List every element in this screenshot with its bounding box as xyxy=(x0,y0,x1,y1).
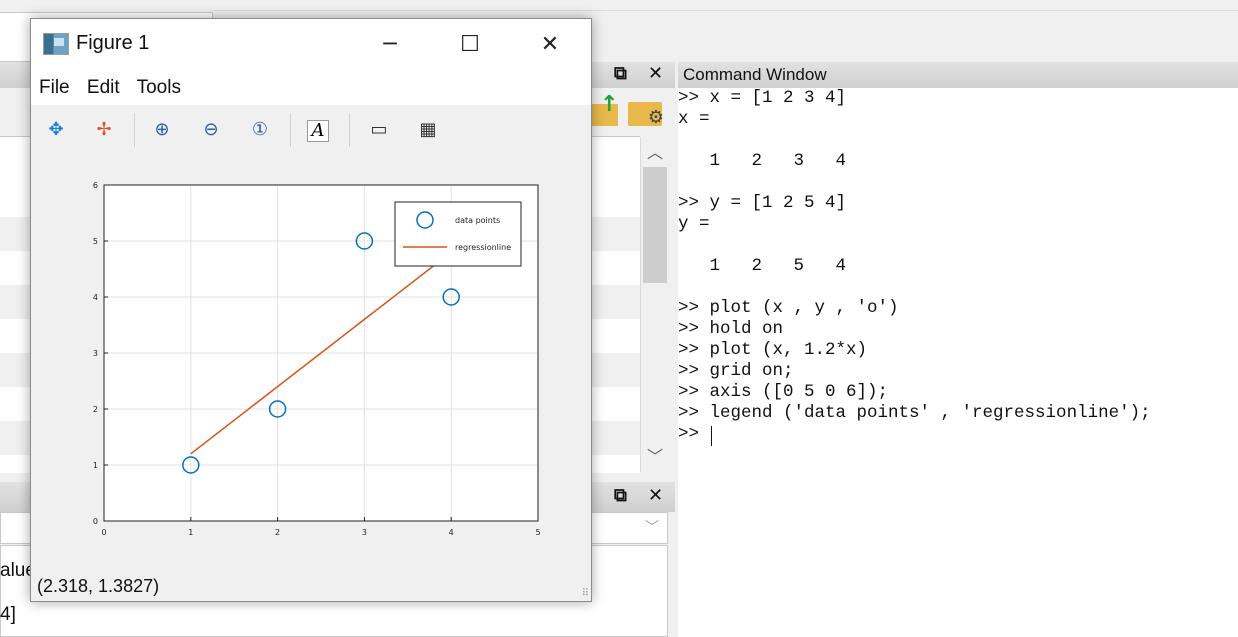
figure-title: Figure 1 xyxy=(76,32,150,54)
zoom-in-icon[interactable]: ⊕ xyxy=(154,119,170,140)
figure-menubar: File Edit Tools xyxy=(39,77,193,99)
file-list-scrollbar[interactable]: ︿ ﹀ xyxy=(640,137,669,472)
command-line: >> plot (x , y , 'o') xyxy=(678,298,899,318)
figure-canvas[interactable]: 0 1 2 3 4 5 0 1 2 3 4 5 6 data points regressionline xyxy=(31,153,591,565)
up-folder-icon[interactable]: ↑ xyxy=(592,92,620,128)
toggle-axes-icon[interactable]: ▭ xyxy=(370,119,388,140)
pan-icon[interactable]: ✥ xyxy=(48,119,64,140)
x-tick-label: 4 xyxy=(449,528,454,537)
menu-tools[interactable]: Tools xyxy=(136,77,181,98)
command-window[interactable]: >> x = [1 2 3 4] x = 1 2 3 4 >> y = [1 2 5… xyxy=(678,88,1238,637)
figure-window[interactable]: Figure 1 ─ ☐ ✕ File Edit Tools ✥ ✢ ⊕ ⊖ ①… xyxy=(30,18,592,602)
legend-label-regression: regressionline xyxy=(455,243,511,252)
command-line: >> xyxy=(678,424,710,444)
data-point xyxy=(442,288,460,306)
command-line: >> axis ([0 5 0 6]); xyxy=(678,382,889,402)
scroll-thumb[interactable] xyxy=(643,167,667,283)
command-line: x = xyxy=(678,109,710,129)
zoom-reset-icon[interactable]: ① xyxy=(251,119,269,140)
close-panel-icon[interactable]: ✕ xyxy=(648,63,664,84)
menu-edit[interactable]: Edit xyxy=(86,77,120,98)
workspace-undock-icon[interactable]: ⧉ xyxy=(614,485,627,506)
folder-settings-icon[interactable]: ⚙ xyxy=(628,96,664,128)
rotate-icon[interactable]: ✢ xyxy=(96,119,112,140)
workspace-value-header: alue xyxy=(0,560,36,581)
legend-label-points: data points xyxy=(455,216,500,225)
data-point xyxy=(182,456,200,474)
workspace-value-cell: 4] xyxy=(0,604,16,625)
command-line: >> legend ('data points' , 'regressionli… xyxy=(678,403,1151,423)
figure-toolbar: ✥ ✢ ⊕ ⊖ ① A ▭ ▦ xyxy=(31,105,591,153)
insert-text-icon[interactable]: A xyxy=(307,120,329,142)
axes-box xyxy=(103,184,539,522)
legend-box xyxy=(394,201,522,267)
command-line: >> plot (x, 1.2*x) xyxy=(678,340,868,360)
command-line: >> hold on xyxy=(678,319,784,339)
figure-app-icon xyxy=(43,33,69,55)
minimize-button[interactable]: ─ xyxy=(383,32,397,57)
scroll-up-icon[interactable]: ︿ xyxy=(646,143,663,162)
maximize-button[interactable]: ☐ xyxy=(460,32,480,57)
command-line: >> y = [1 2 5 4] xyxy=(678,193,847,213)
y-tick-label: 5 xyxy=(93,237,98,246)
cursor-coordinates: (2.318, 1.3827) xyxy=(37,576,160,596)
plot-svg[interactable]: 0 1 2 3 4 5 0 1 2 3 4 5 6 data points regressionline xyxy=(31,153,591,565)
x-tick-label: 5 xyxy=(535,528,540,537)
y-tick-label: 4 xyxy=(93,293,98,302)
command-line: 1 2 5 4 xyxy=(678,256,847,276)
y-tick-label: 2 xyxy=(93,405,98,414)
y-tick-label: 6 xyxy=(93,181,98,190)
workspace-close-icon[interactable]: ✕ xyxy=(648,485,664,506)
scroll-down-icon[interactable]: ﹀ xyxy=(646,447,663,466)
x-tick-label: 2 xyxy=(275,528,280,537)
legend-marker-points xyxy=(416,211,434,229)
y-tick-label: 0 xyxy=(93,517,98,526)
command-window-title: Command Window xyxy=(683,65,827,84)
data-point xyxy=(355,232,374,250)
undock-icon[interactable]: ⧉ xyxy=(614,63,627,84)
menu-file[interactable]: File xyxy=(39,77,70,98)
data-point xyxy=(268,400,287,418)
command-line: >> x = [1 2 3 4] xyxy=(678,88,847,108)
x-tick-label: 0 xyxy=(101,528,106,537)
text-cursor xyxy=(711,426,712,446)
resize-grip-icon[interactable]: ⠿ xyxy=(581,588,589,599)
y-tick-label: 1 xyxy=(93,461,98,470)
regression-line xyxy=(190,251,452,455)
zoom-out-icon[interactable]: ⊖ xyxy=(203,119,219,140)
command-line: 1 2 3 4 xyxy=(678,151,847,171)
command-window-titlebar: Command Window xyxy=(678,62,1238,89)
close-button[interactable]: ✕ xyxy=(540,32,560,57)
toggle-grid-icon[interactable]: ▦ xyxy=(419,119,437,140)
chevron-down-icon[interactable]: ﹀ xyxy=(645,520,659,536)
x-tick-label: 1 xyxy=(188,528,193,537)
y-tick-label: 3 xyxy=(93,349,98,358)
command-line: y = xyxy=(678,214,710,234)
figure-titlebar[interactable]: Figure 1 ─ ☐ ✕ xyxy=(31,19,591,71)
command-line: >> grid on; xyxy=(678,361,794,381)
x-tick-label: 3 xyxy=(362,528,367,537)
figure-statusbar: (2.318, 1.3827) ⠿ xyxy=(31,565,591,601)
